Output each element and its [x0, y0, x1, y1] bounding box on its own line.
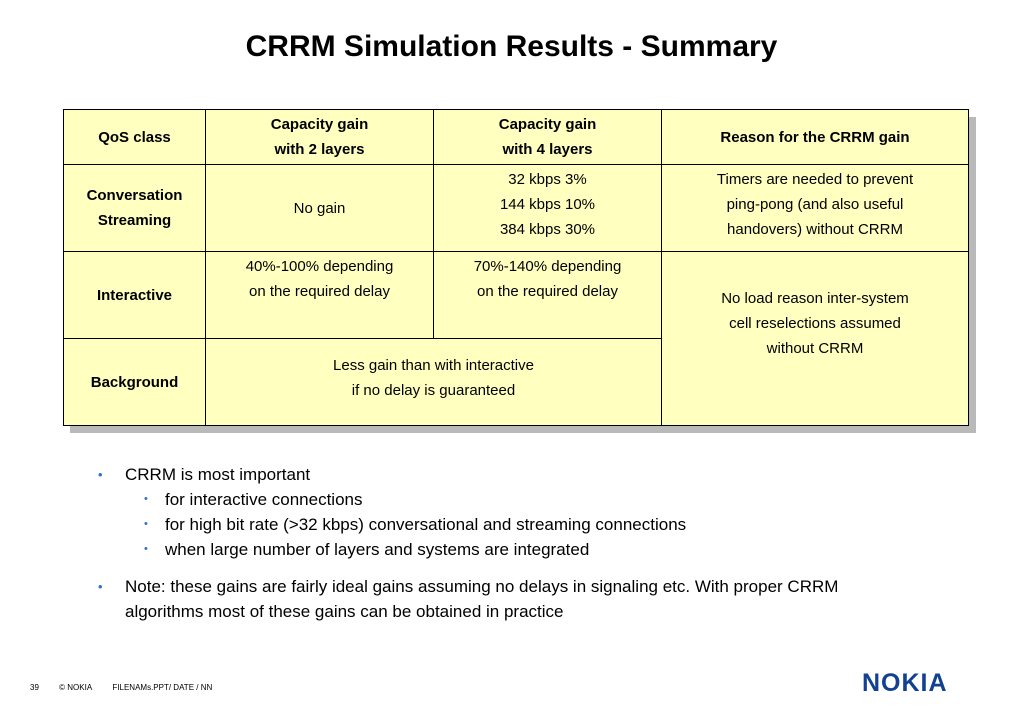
bullet-dot-icon: •: [144, 543, 148, 555]
reason-line3: without CRRM: [766, 340, 864, 357]
sub-bullet-item: • for interactive connections: [94, 487, 954, 512]
header-cap4-line2: with 4 layers: [502, 141, 593, 158]
footer: 39 © NOKIA FILENAMs.PPT/ DATE / NN: [30, 683, 230, 692]
reason-line2: ping-pong (and also useful: [726, 196, 904, 213]
table-row: Conversation Streaming No gain 32 kbps 3…: [63, 164, 969, 252]
sub-bullet-item: • for high bit rate (>32 kbps) conversat…: [94, 512, 954, 537]
row-conversation-cap2: No gain: [205, 164, 434, 252]
logo-text: NOKIA: [862, 670, 948, 694]
header-cap2-line2: with 2 layers: [274, 141, 365, 158]
table-row: Interactive 40%-100% depending on the re…: [63, 251, 969, 426]
cap4-line1: 70%-140% depending: [473, 258, 622, 275]
header-capacity-4-layers: Capacity gain with 4 layers: [433, 109, 662, 165]
header-qos-class: QoS class: [63, 109, 206, 165]
sub-bullet-text: when large number of layers and systems …: [165, 540, 590, 559]
reason-line2: cell reselections assumed: [729, 315, 901, 332]
sub-bullet-item: • when large number of layers and system…: [94, 537, 954, 562]
class-line2: Streaming: [97, 212, 172, 229]
reason-line1: No load reason inter-system: [721, 290, 909, 307]
header-cap4-line1: Capacity gain: [498, 116, 597, 133]
row-conversation-reason: Timers are needed to prevent ping-pong (…: [661, 164, 969, 252]
cap2-line2: on the required delay: [249, 283, 390, 300]
bullet-dot-icon: •: [98, 467, 103, 482]
bullet-item: • CRRM is most important: [94, 462, 954, 487]
table-row: Background Less gain than with interacti…: [63, 338, 969, 426]
sub-bullet-text: for interactive connections: [165, 490, 363, 509]
page-number: 39: [30, 683, 39, 692]
bullet-dot-icon: •: [98, 579, 103, 594]
bullet-list: • CRRM is most important • for interacti…: [94, 462, 954, 624]
cap4-line2: 144 kbps 10%: [499, 196, 596, 213]
table-header-row: QoS class Capacity gain with 2 layers Ca…: [63, 109, 969, 165]
header-capacity-2-layers: Capacity gain with 2 layers: [205, 109, 434, 165]
slide-title: CRRM Simulation Results - Summary: [245, 30, 778, 63]
class-label: Background: [90, 373, 179, 391]
bullet-text: CRRM is most important: [125, 465, 311, 484]
bullet-dot-icon: •: [144, 518, 148, 530]
row-conversation-streaming-class: Conversation Streaming: [63, 164, 206, 252]
class-label: Interactive: [96, 286, 173, 304]
bullet-item: • Note: these gains are fairly ideal gai…: [94, 574, 954, 624]
cap-line2: if no delay is guaranteed: [351, 382, 516, 399]
bullet-text-line1: Note: these gains are fairly ideal gains…: [125, 577, 839, 596]
row-background-capacity: Less gain than with interactive if no de…: [205, 338, 662, 426]
reason-line3: handovers) without CRRM: [727, 221, 903, 238]
reason-line1: Timers are needed to prevent: [716, 171, 914, 188]
header-cap2-line1: Capacity gain: [270, 116, 369, 133]
row-interactive-cap2: 40%-100% depending on the required delay: [205, 251, 434, 339]
cap4-line3: 384 kbps 30%: [499, 221, 596, 238]
row-interactive-background-reason: No load reason inter-system cell reselec…: [661, 251, 969, 426]
cap2-value: No gain: [293, 199, 346, 217]
file-info: FILENAMs.PPT/ DATE / NN: [112, 683, 213, 692]
bullet-text-line2: algorithms most of these gains can be ob…: [125, 602, 564, 621]
cap4-line2: on the required delay: [477, 283, 618, 300]
sub-bullet-text: for high bit rate (>32 kbps) conversatio…: [165, 515, 687, 534]
results-table: QoS class Capacity gain with 2 layers Ca…: [63, 109, 969, 426]
header-reason: Reason for the CRRM gain: [661, 109, 969, 165]
header-reason-label: Reason for the CRRM gain: [720, 128, 910, 146]
row-conversation-cap4: 32 kbps 3% 144 kbps 10% 384 kbps 30%: [433, 164, 662, 252]
row-interactive-class: Interactive: [63, 251, 206, 339]
copyright: © NOKIA: [59, 683, 93, 692]
nokia-logo: NOKIA: [862, 670, 948, 694]
bullet-dot-icon: •: [144, 493, 148, 505]
cap4-line1: 32 kbps 3%: [508, 171, 587, 188]
class-line1: Conversation: [86, 187, 183, 204]
cap2-line1: 40%-100% depending: [245, 258, 394, 275]
row-background-class: Background: [63, 338, 206, 426]
row-interactive-cap4: 70%-140% depending on the required delay: [433, 251, 662, 339]
cap-line1: Less gain than with interactive: [333, 357, 534, 374]
header-qos-label: QoS class: [98, 128, 171, 146]
